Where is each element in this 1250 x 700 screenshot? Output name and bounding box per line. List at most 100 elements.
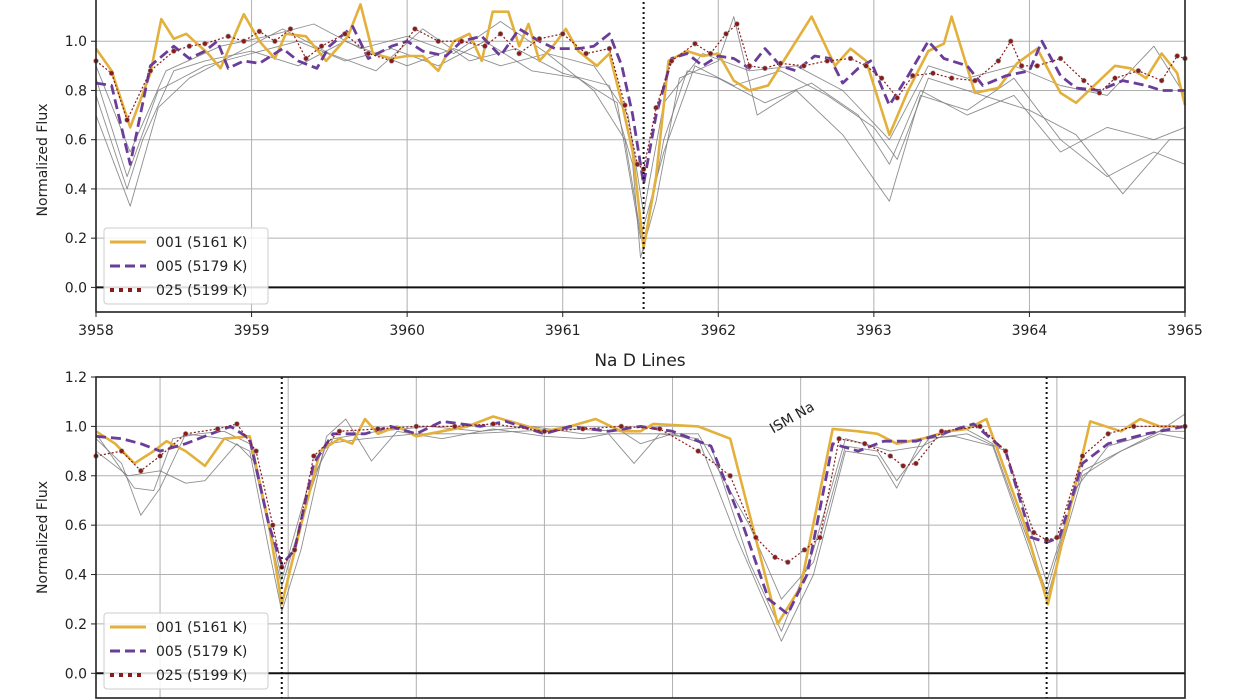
series-point-025 xyxy=(723,31,729,37)
series-point-025 xyxy=(256,28,263,35)
series-point-025 xyxy=(900,463,906,469)
series-point-025 xyxy=(413,423,419,430)
series-point-025 xyxy=(342,31,348,37)
series-point-025 xyxy=(560,31,566,37)
series-point-025 xyxy=(862,440,868,447)
series-point-025 xyxy=(1135,68,1142,74)
series-point-025 xyxy=(541,428,548,435)
series-point-025 xyxy=(657,426,663,432)
y-axis-label: Normalized Flux xyxy=(35,104,51,217)
series-line-other xyxy=(95,16,1186,259)
legend-frame xyxy=(103,227,269,305)
series-point-025 xyxy=(772,554,778,560)
series-point-025 xyxy=(241,38,247,44)
series-point-025 xyxy=(1008,38,1014,44)
y-tick-label: 0.0 xyxy=(65,666,87,682)
series-point-025 xyxy=(938,428,945,435)
legend-entry-label: 005 (5179 K) xyxy=(156,644,247,660)
bottom-panel-na-d-lines: 0.0 0.2 0.4 0.6 0.8 1.0 1.2 ISM Na Normalized Fl… xyxy=(35,370,1188,699)
legend-entry-label: 025 (5199 K) xyxy=(156,668,247,684)
x-tick-label: 3963 xyxy=(856,323,892,339)
series-point-025 xyxy=(124,117,130,123)
y-tick-label: 0.6 xyxy=(65,133,87,149)
series-point-025 xyxy=(580,426,586,432)
series-point-025 xyxy=(1054,534,1060,541)
series-point-025 xyxy=(668,58,675,64)
series-point-025 xyxy=(1034,63,1040,69)
series-point-025 xyxy=(225,33,231,40)
y-tick-label: 1.0 xyxy=(65,34,87,50)
series-point-025 xyxy=(972,77,978,84)
series-point-025 xyxy=(863,63,869,69)
x-tick-label: 3959 xyxy=(234,323,270,339)
y-tick-label: 0.6 xyxy=(65,518,87,534)
series-point-025 xyxy=(516,50,522,57)
series-point-025 xyxy=(727,473,733,479)
series-point-025 xyxy=(634,161,641,168)
series-point-025 xyxy=(171,48,177,54)
series-point-025 xyxy=(618,423,624,430)
series-point-025 xyxy=(336,428,343,435)
legend-entry-label: 001 (5161 K) xyxy=(156,235,247,251)
series-point-025 xyxy=(234,421,240,427)
bottom-panel-title: Na D Lines xyxy=(594,351,685,371)
series-line-025 xyxy=(95,423,1185,568)
x-tick-label: 3961 xyxy=(545,323,581,339)
series-point-025 xyxy=(653,104,659,111)
axes-frame xyxy=(95,376,1186,699)
series-point-025 xyxy=(622,102,628,108)
series-point-025 xyxy=(913,460,919,467)
x-tick-label: 3962 xyxy=(700,323,736,339)
x-tick-label: 3958 xyxy=(78,323,114,339)
series-point-025 xyxy=(147,68,154,74)
series-point-025 xyxy=(291,547,298,553)
series-point-025 xyxy=(490,421,496,427)
series-point-025 xyxy=(118,448,125,454)
y-tick-label: 0.2 xyxy=(65,231,87,247)
series-point-025 xyxy=(930,70,936,76)
series-point-025 xyxy=(707,50,714,57)
series-line-025 xyxy=(95,23,1186,170)
series-point-025 xyxy=(186,43,193,49)
series-point-025 xyxy=(977,423,983,430)
series-point-025 xyxy=(894,95,900,101)
series-line-005 xyxy=(95,25,1185,186)
y-tick-label: 0.4 xyxy=(65,182,87,198)
series-point-025 xyxy=(836,436,842,442)
series-point-025 xyxy=(270,522,276,528)
y-tick-label: 0.2 xyxy=(65,617,87,633)
series-point-025 xyxy=(1158,77,1165,84)
series-point-025 xyxy=(1096,90,1103,96)
series-point-025 xyxy=(202,40,208,47)
series-point-025 xyxy=(375,426,381,432)
annotation-label: ISM Na xyxy=(767,399,817,437)
series-point-025 xyxy=(497,31,504,37)
legend-entry-label: 001 (5161 K) xyxy=(156,620,247,636)
series-point-025 xyxy=(365,50,371,57)
series-line-001 xyxy=(94,3,1187,250)
series-point-025 xyxy=(948,75,955,81)
y-tick-label: 0.8 xyxy=(65,83,87,99)
series-line-001 xyxy=(95,415,1185,626)
series-point-025 xyxy=(1031,529,1037,536)
series-point-025 xyxy=(785,559,791,565)
series-point-025 xyxy=(388,58,395,64)
series-point-025 xyxy=(1057,55,1064,62)
series-point-025 xyxy=(1002,448,1009,454)
series-point-025 xyxy=(1105,431,1111,437)
x-tick-label: 3964 xyxy=(1012,323,1048,339)
legend-frame xyxy=(103,612,269,690)
top-panel-spectrum: 0.0 0.2 0.4 0.6 0.8 1.0 3958 3959 3960 3961 3962 39… xyxy=(35,0,1203,339)
series-point-025 xyxy=(734,21,740,27)
series-line-other xyxy=(95,425,1185,632)
series-point-025 xyxy=(801,547,808,553)
series-point-025 xyxy=(536,36,543,42)
series-point-025 xyxy=(887,453,894,459)
series-point-025 xyxy=(272,38,278,44)
series-point-025 xyxy=(157,453,163,459)
x-tick-label: 3960 xyxy=(389,323,425,339)
legend-entry-label: 005 (5179 K) xyxy=(156,259,247,275)
series-point-025 xyxy=(817,534,823,541)
legend-entry-label: 025 (5199 K) xyxy=(156,283,247,299)
